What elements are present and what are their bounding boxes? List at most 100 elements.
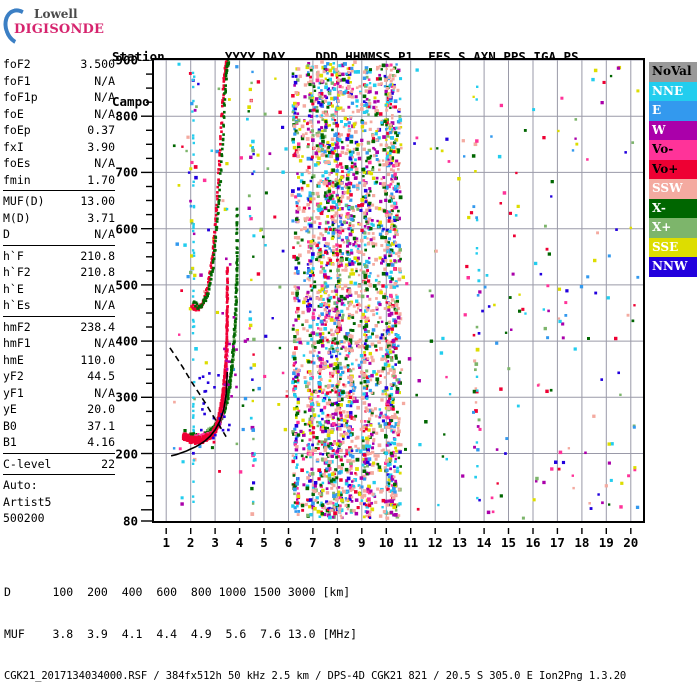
x-tick-label: 11 bbox=[399, 535, 423, 550]
legend-item-x-[interactable]: X- bbox=[649, 199, 697, 219]
legend-item-label: NNW bbox=[652, 259, 687, 273]
param-key: yF2 bbox=[3, 368, 24, 385]
legend-item-vo-[interactable]: Vo- bbox=[649, 140, 697, 160]
ionogram-echo-traces bbox=[154, 60, 643, 521]
param-key: h`F bbox=[3, 248, 24, 265]
param-key: foF1p bbox=[3, 89, 38, 106]
param-divider bbox=[3, 474, 115, 475]
legend-item-label: SSE bbox=[652, 240, 678, 254]
x-tick-label: 2 bbox=[179, 535, 203, 550]
footer-muf-row: MUF 3.8 3.9 4.1 4.4 4.9 5.6 7.6 13.0 [MH… bbox=[4, 627, 626, 641]
x-tick-label: 5 bbox=[252, 535, 276, 550]
x-tick-label: 18 bbox=[570, 535, 594, 550]
x-tick-label: 14 bbox=[472, 535, 496, 550]
ionogram-plot-area[interactable] bbox=[152, 58, 645, 523]
footer-file-row: CGK21_2017134034000.RSF / 384fx512h 50 k… bbox=[4, 669, 626, 683]
param-key: foEs bbox=[3, 155, 31, 172]
x-tick-label: 20 bbox=[619, 535, 643, 550]
legend-item-x-[interactable]: X+ bbox=[649, 218, 697, 238]
legend-item-sse[interactable]: SSE bbox=[649, 238, 697, 258]
y-tick-label: 80 bbox=[98, 514, 138, 529]
param-divider bbox=[3, 316, 115, 317]
param-key: h`F2 bbox=[3, 264, 31, 281]
legend-item-label: X- bbox=[652, 201, 666, 215]
auto-software: Artist5 bbox=[3, 494, 115, 511]
legend-item-label: Vo+ bbox=[652, 162, 678, 176]
param-key: foE bbox=[3, 106, 24, 123]
x-tick-label: 10 bbox=[374, 535, 398, 550]
param-key: hmF1 bbox=[3, 335, 31, 352]
logo-lowell-text: Lowell bbox=[34, 7, 78, 21]
legend-item-label: NoVal bbox=[652, 64, 692, 78]
legend-item-nne[interactable]: NNE bbox=[649, 82, 697, 102]
param-key: foF1 bbox=[3, 73, 31, 90]
param-key: h`E bbox=[3, 281, 24, 298]
x-tick-label: 1 bbox=[154, 535, 178, 550]
lowell-digisonde-logo: Lowell DIGISONDE bbox=[4, 6, 96, 40]
y-tick-label: 500 bbox=[98, 277, 138, 292]
y-tick-label: 700 bbox=[98, 165, 138, 180]
footer-info: D 100 200 400 600 800 1000 1500 3000 [km… bbox=[4, 557, 626, 697]
x-tick-label: 17 bbox=[545, 535, 569, 550]
x-tick-label: 4 bbox=[228, 535, 252, 550]
legend-item-label: NNE bbox=[652, 84, 683, 98]
param-key: yF1 bbox=[3, 385, 24, 402]
param-key: C-level bbox=[3, 456, 51, 473]
legend-item-label: SSW bbox=[652, 181, 683, 195]
x-tick-label: 19 bbox=[594, 535, 618, 550]
param-divider bbox=[3, 245, 115, 246]
legend-item-w[interactable]: W bbox=[649, 121, 697, 141]
param-key: fxI bbox=[3, 139, 24, 156]
param-key: B0 bbox=[3, 418, 17, 435]
param-row: MUF(D)13.00 bbox=[3, 193, 115, 210]
logo-digisonde-text: DIGISONDE bbox=[14, 22, 104, 37]
x-tick-label: 16 bbox=[521, 535, 545, 550]
param-key: M(D) bbox=[3, 210, 31, 227]
x-tick-label: 9 bbox=[350, 535, 374, 550]
legend-item-vo-[interactable]: Vo+ bbox=[649, 160, 697, 180]
param-key: fmin bbox=[3, 172, 31, 189]
y-tick-label: 300 bbox=[98, 390, 138, 405]
x-tick-label: 7 bbox=[301, 535, 325, 550]
y-tick-label: 200 bbox=[98, 446, 138, 461]
param-key: D bbox=[3, 226, 10, 243]
footer-distance-row: D 100 200 400 600 800 1000 1500 3000 [km… bbox=[4, 585, 626, 599]
x-tick-label: 8 bbox=[325, 535, 349, 550]
param-key: h`Es bbox=[3, 297, 31, 314]
param-key: hmF2 bbox=[3, 319, 31, 336]
x-tick-label: 13 bbox=[448, 535, 472, 550]
param-key: foEp bbox=[3, 122, 31, 139]
legend-item-ssw[interactable]: SSW bbox=[649, 179, 697, 199]
param-key: B1 bbox=[3, 434, 17, 451]
param-key: hmE bbox=[3, 352, 24, 369]
y-tick-label: 800 bbox=[98, 109, 138, 124]
x-tick-label: 15 bbox=[497, 535, 521, 550]
legend-item-label: W bbox=[652, 123, 665, 137]
y-tick-label: 600 bbox=[98, 221, 138, 236]
x-tick-label: 6 bbox=[276, 535, 300, 550]
legend-item-noval[interactable]: NoVal bbox=[649, 62, 697, 82]
x-tick-label: 3 bbox=[203, 535, 227, 550]
legend-item-nnw[interactable]: NNW bbox=[649, 257, 697, 277]
legend-item-e[interactable]: E bbox=[649, 101, 697, 121]
param-key: yE bbox=[3, 401, 17, 418]
legend-item-label: X+ bbox=[652, 220, 671, 234]
legend-item-label: Vo- bbox=[652, 142, 673, 156]
y-tick-label: 400 bbox=[98, 334, 138, 349]
param-key: foF2 bbox=[3, 56, 31, 73]
legend-item-label: E bbox=[652, 103, 661, 117]
param-divider bbox=[3, 190, 115, 191]
